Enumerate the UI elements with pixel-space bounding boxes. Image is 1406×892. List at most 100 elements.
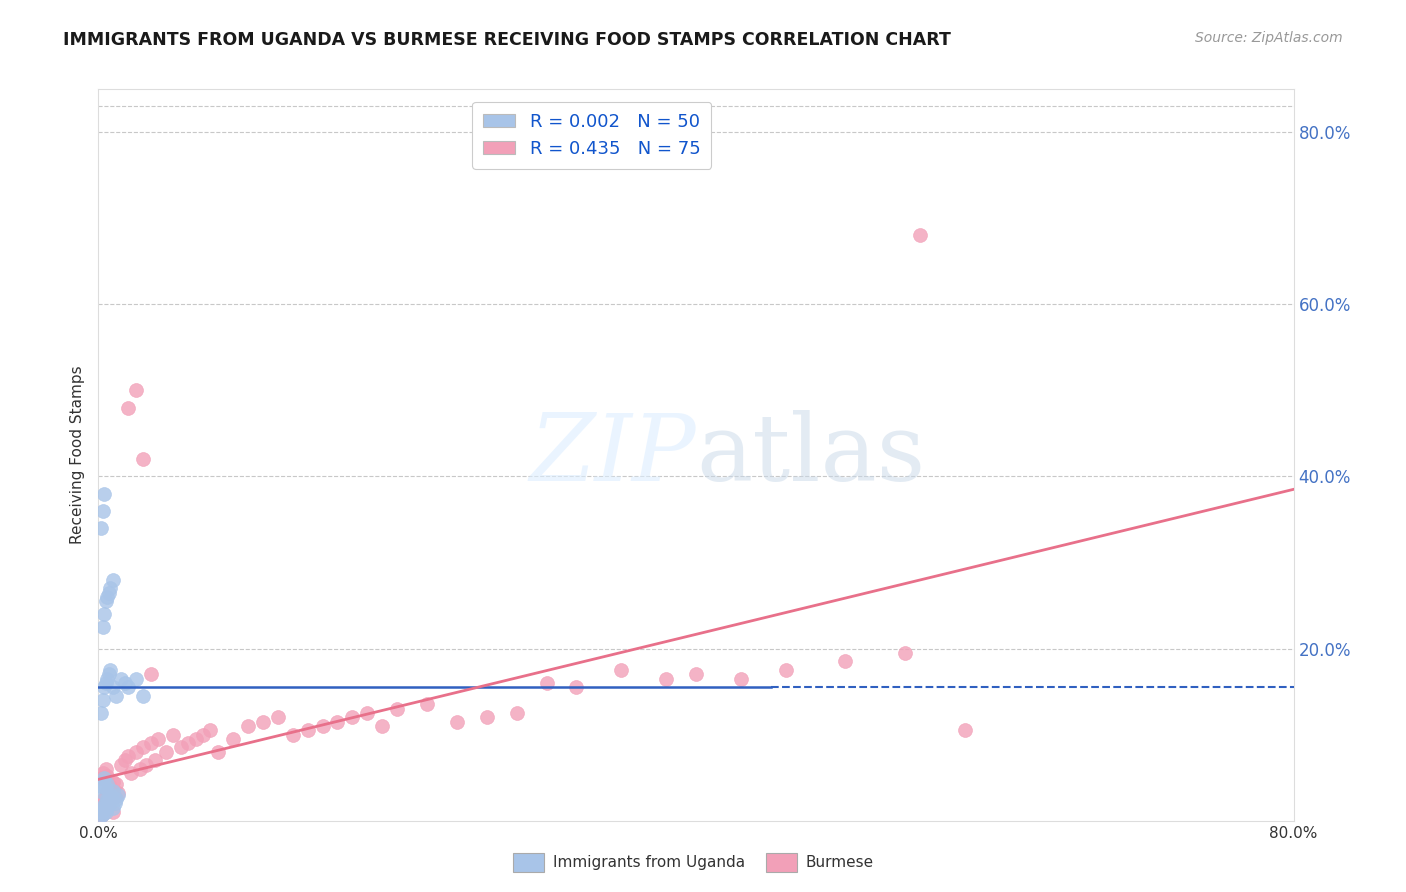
Point [908,228,931,243]
Point [91,806,114,821]
Point [506,706,529,720]
Point [90,809,112,823]
Point [89,783,111,797]
Text: atlas: atlas [696,410,925,500]
Point [143,753,166,767]
Point [117,749,139,764]
Point [96,783,118,797]
Point [93,486,115,500]
Point [91,797,114,811]
Point [169,740,191,755]
Point [894,646,917,660]
Text: Immigrants from Uganda: Immigrants from Uganda [553,855,745,870]
FancyBboxPatch shape [766,853,797,872]
Point [834,655,856,669]
Point [93,771,115,785]
Point [371,719,394,733]
Point [90,771,112,785]
Point [96,792,118,806]
Point [93,798,115,813]
Point [155,745,177,759]
Point [98,792,122,806]
Point [94,780,117,795]
Point [281,728,304,742]
Point [103,801,125,815]
Point [565,680,588,694]
Point [103,680,125,694]
Point [97,780,120,795]
Point [98,582,122,596]
Point [200,723,222,738]
Point [125,745,148,759]
Point [90,779,112,793]
Point [536,676,558,690]
Point [610,663,633,677]
Point [252,714,274,729]
FancyBboxPatch shape [513,853,544,872]
Point [103,783,125,797]
Point [103,573,125,587]
Point [93,680,115,694]
Point [93,607,115,621]
Point [96,801,118,815]
Point [104,797,127,811]
Point [94,594,117,608]
Point [107,786,129,800]
Point [117,680,139,694]
Point [730,672,752,686]
Point [267,710,290,724]
Point [97,798,120,813]
Legend: R = 0.002   N = 50, R = 0.435   N = 75: R = 0.002 N = 50, R = 0.435 N = 75 [472,102,711,169]
Point [297,723,319,738]
Point [91,806,114,821]
Point [97,797,120,811]
Point [94,762,117,776]
Point [685,667,707,681]
Point [93,772,115,787]
Point [105,689,128,703]
Point [125,672,148,686]
Point [93,803,115,817]
Point [91,693,114,707]
Point [91,620,114,634]
Point [97,585,120,599]
Point [129,762,152,776]
Point [98,788,122,802]
Point [93,792,115,806]
Point [184,731,207,746]
Point [103,775,125,789]
Point [93,803,115,817]
Point [385,702,409,716]
Point [139,667,162,681]
Point [125,384,148,398]
Point [222,731,245,746]
Point [96,672,118,686]
Point [103,805,125,819]
Point [953,723,976,738]
Point [114,753,136,767]
Point [97,795,120,809]
Point [104,789,127,804]
Point [191,728,214,742]
Text: ZIP: ZIP [529,410,696,500]
Point [94,801,117,815]
Point [105,792,128,806]
Point [97,667,120,681]
Point [94,805,117,819]
Point [98,663,122,677]
Point [101,788,124,802]
Point [416,698,439,712]
Point [90,801,112,815]
Text: Source: ZipAtlas.com: Source: ZipAtlas.com [1195,31,1343,45]
Point [135,757,157,772]
Point [91,504,114,518]
Point [446,714,468,729]
Point [90,805,112,819]
Point [94,788,117,802]
Point [207,745,229,759]
Point [236,719,259,733]
Point [98,779,122,793]
Point [655,672,678,686]
Point [139,736,162,750]
Point [120,766,142,780]
